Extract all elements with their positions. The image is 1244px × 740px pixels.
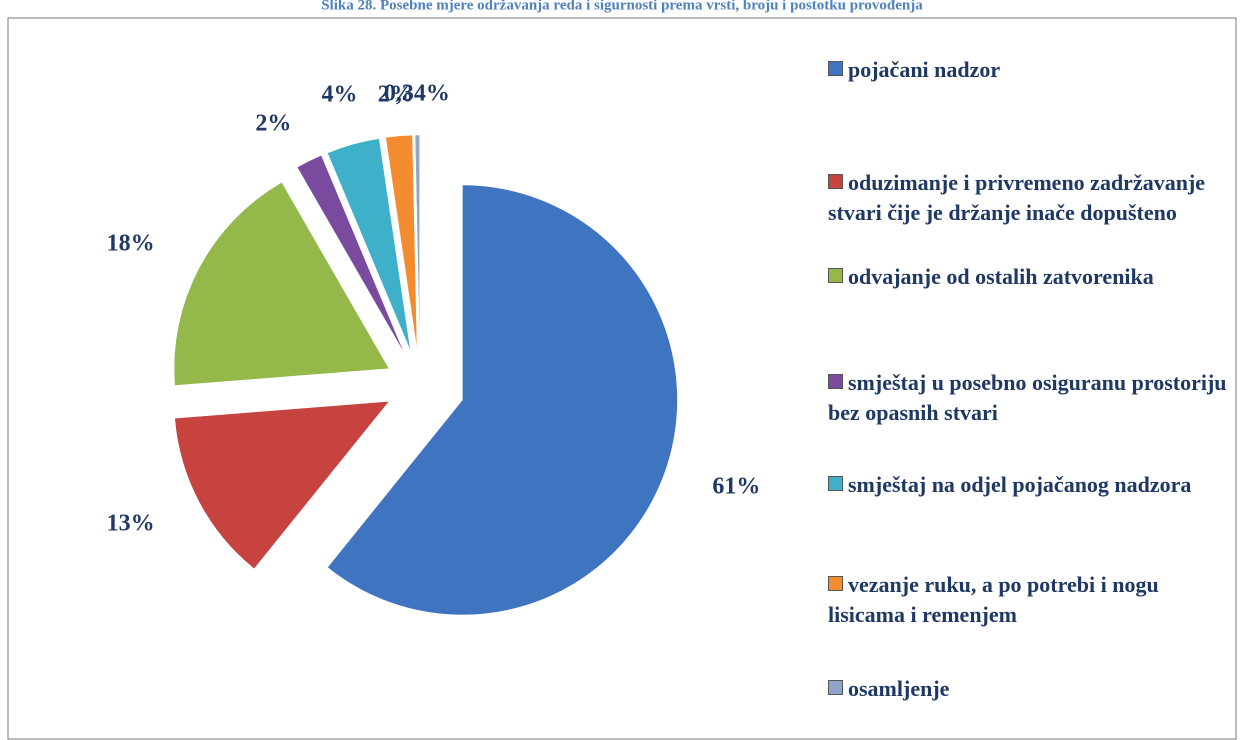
legend-swatch: [828, 476, 843, 491]
legend-entry: smještaj u posebno osiguranu prostoriju …: [828, 368, 1228, 428]
data-label: 4%: [321, 82, 357, 108]
data-label: 13%: [107, 511, 155, 537]
pie-slice: [385, 134, 418, 351]
legend-entry: oduzimanje i privremeno zadržavanje stva…: [828, 168, 1228, 228]
data-label: 0,34%: [384, 81, 450, 107]
legend-entry: vezanje ruku, a po potrebi i nogu lisica…: [828, 570, 1228, 630]
data-label: 18%: [107, 231, 155, 257]
legend-label: odvajanje od ostalih zatvorenika: [848, 264, 1154, 289]
pie-slice: [414, 134, 420, 351]
pie-slice: [327, 184, 678, 616]
pie-slice: [296, 155, 405, 354]
legend-swatch: [828, 61, 843, 76]
legend-label: pojačani nadzor: [848, 57, 1001, 82]
data-label: 2%: [255, 111, 291, 137]
legend-swatch: [828, 174, 843, 189]
legend-entry: osamljenje: [828, 674, 1228, 704]
legend-entry: odvajanje od ostalih zatvorenika: [828, 262, 1228, 292]
chart-title: Slika 28. Posebne mjere održavanja reda …: [321, 0, 923, 13]
data-label: 2%: [378, 82, 414, 108]
legend-entry: smještaj na odjel pojačanog nadzora: [828, 470, 1228, 500]
data-label: 61%: [712, 474, 760, 500]
legend-swatch: [828, 680, 843, 695]
legend-entry: pojačani nadzor: [828, 55, 1228, 85]
legend-swatch: [828, 374, 843, 389]
legend-swatch: [828, 268, 843, 283]
legend-label: smještaj u posebno osiguranu prostoriju …: [828, 370, 1227, 425]
pie-slice: [174, 401, 390, 570]
pie-slice: [327, 138, 411, 352]
legend-label: vezanje ruku, a po potrebi i nogu lisica…: [828, 572, 1159, 627]
legend-label: smještaj na odjel pojačanog nadzora: [848, 472, 1192, 497]
legend-label: oduzimanje i privremeno zadržavanje stva…: [828, 170, 1206, 225]
legend-label: osamljenje: [848, 676, 950, 701]
legend-swatch: [828, 576, 843, 591]
pie-slice: [173, 182, 390, 386]
